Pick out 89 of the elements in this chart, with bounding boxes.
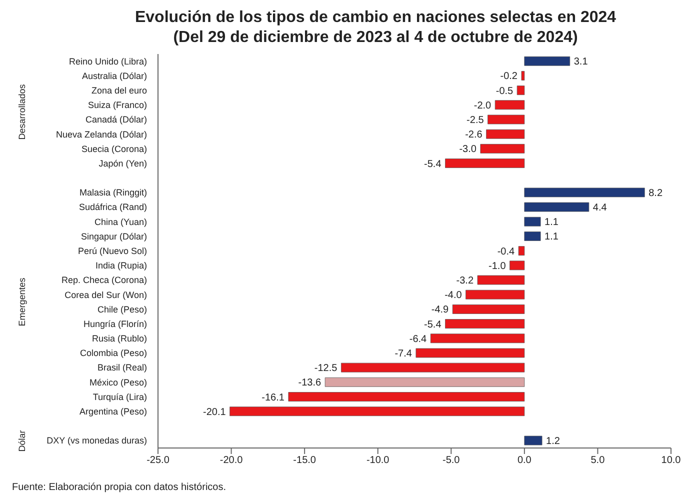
- bar: [445, 158, 525, 168]
- x-tick-label: 10.0: [661, 455, 682, 466]
- y-tick-label: Nueva Zelanda (Dólar): [56, 129, 147, 140]
- y-tick-label: DXY (vs monedas duras): [46, 436, 147, 446]
- bar: [477, 275, 525, 285]
- source-note: Fuente: Elaboración propia con datos históricos.: [12, 482, 228, 493]
- data-label: 4.4: [592, 202, 608, 214]
- y-tick-label: Turquía (Lira): [92, 392, 147, 402]
- y-tick-label: Reino Unido (Libra): [68, 56, 147, 66]
- y-tick-label: Hungría (Florín): [83, 318, 147, 329]
- y-tick-label: Chile (Peso): [97, 304, 147, 314]
- bar: [486, 129, 525, 139]
- bar: [466, 290, 525, 300]
- data-label: -2.6: [465, 130, 483, 141]
- bar: [288, 392, 525, 402]
- text: Emergentes: [17, 278, 27, 326]
- data-label: -6.4: [409, 334, 428, 345]
- x-tick-label: -15.0: [293, 455, 316, 466]
- data-label: -2.0: [474, 100, 492, 112]
- data-label: -5.4: [424, 158, 442, 170]
- y-tick-label: India (Rupia): [95, 260, 147, 271]
- bar: [488, 114, 525, 124]
- y-tick-label: Colombia (Peso): [80, 348, 147, 358]
- chart-title: Evolución de los tipos de cambio en naciones selectas en 2024: [134, 8, 618, 28]
- bar: [510, 260, 525, 270]
- y-tick-label: Suecia (Corona): [81, 144, 148, 154]
- text: Desarrollados: [17, 84, 27, 140]
- data-label: -20.1: [203, 406, 226, 418]
- y-tick-label: Malasia (Ringgit): [79, 188, 147, 198]
- bar: [480, 144, 525, 154]
- y-tick-label: Brasil (Real): [97, 362, 147, 373]
- y-tick-label: Rusia (Rublo): [92, 334, 147, 344]
- bar: [341, 362, 525, 372]
- y-tick-label: Australia (Dólar): [82, 70, 147, 81]
- bar: [524, 232, 541, 241]
- data-label: -5.4: [424, 319, 442, 330]
- bar: [452, 304, 525, 314]
- data-label: -13.6: [298, 378, 322, 389]
- x-tick-label: -5.0: [442, 455, 460, 466]
- x-tick-label: -25.0: [146, 455, 170, 466]
- data-label: -4.9: [431, 304, 450, 316]
- bar: [524, 56, 570, 66]
- data-label: -7.4: [394, 348, 412, 360]
- x-tick-label: -10.0: [366, 455, 390, 466]
- bar: [524, 216, 541, 226]
- y-tick-label: México (Peso): [89, 377, 148, 388]
- data-label: 1.1: [544, 232, 559, 243]
- data-label: 3.1: [574, 56, 588, 68]
- data-label: -3.0: [459, 144, 477, 156]
- x-tick-label: 5.0: [590, 455, 606, 466]
- data-label: -0.5: [496, 86, 514, 97]
- data-label: -0.4: [497, 246, 515, 258]
- text: Dólar: [17, 430, 27, 452]
- y-tick-label: Suiza (Franco): [88, 100, 147, 110]
- y-tick-label: China (Yuan): [94, 216, 147, 227]
- x-tick-label: 0.0: [517, 455, 532, 466]
- bar: [430, 334, 525, 344]
- data-label: -1.0: [488, 260, 506, 272]
- data-label: -4.0: [444, 290, 462, 302]
- bar: [416, 348, 525, 358]
- bar: [516, 86, 525, 96]
- data-label: -0.2: [500, 71, 518, 82]
- bar: [324, 377, 525, 387]
- y-tick-label: Argentina (Peso): [79, 406, 147, 417]
- y-tick-label: Rep. Checa (Corona): [61, 275, 147, 286]
- bar: [230, 406, 525, 416]
- bar: [518, 246, 525, 256]
- data-label: 8.2: [648, 188, 663, 199]
- y-tick-label: Corea del Sur (Won): [64, 290, 147, 300]
- bar: [521, 71, 525, 80]
- bar: [494, 100, 525, 110]
- chart-subtitle: (Del 29 de diciembre de 2023 al 4 de octubre de 2024): [172, 28, 579, 48]
- y-tick-label: Sudáfrica (Rand): [78, 202, 147, 212]
- y-tick-label: Zona del euro: [91, 85, 147, 96]
- data-label: -3.2: [456, 276, 474, 287]
- y-tick-label: Perú (Nuevo Sol): [78, 246, 147, 256]
- bar: [445, 319, 525, 328]
- y-tick-label: Singapur (Dólar): [80, 231, 147, 242]
- data-label: 1.2: [546, 436, 560, 448]
- bar: [524, 436, 542, 446]
- x-tick-label: -20.0: [220, 455, 244, 466]
- bar: [524, 202, 590, 212]
- data-label: -2.5: [466, 114, 484, 126]
- bar: [524, 188, 645, 198]
- data-label: -12.5: [314, 363, 338, 374]
- y-tick-label: Japón (Yen): [98, 158, 147, 168]
- y-tick-label: Canadá (Dólar): [85, 114, 147, 125]
- data-label: -16.1: [262, 392, 285, 404]
- data-label: 1.1: [544, 217, 559, 228]
